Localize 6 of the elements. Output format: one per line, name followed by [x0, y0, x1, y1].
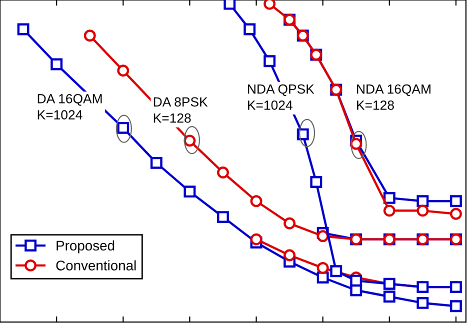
- annotation: NDA 16QAM K=128: [357, 84, 430, 110]
- annotation: DA 8PSK K=128: [154, 97, 208, 123]
- annotation: DA 16QAM K=1024: [38, 94, 102, 120]
- annotation: NDA QPSK K=1024: [248, 84, 314, 110]
- legend-label: Conventional: [56, 260, 136, 270]
- legend-label: Proposed: [56, 240, 114, 254]
